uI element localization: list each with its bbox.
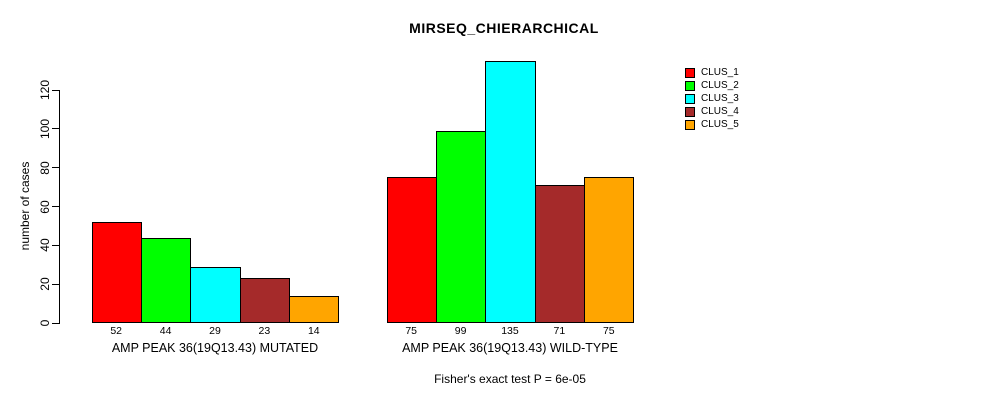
y-tick-label: 120 — [38, 79, 52, 101]
legend-row: CLUS_1 — [685, 67, 739, 80]
y-tick — [52, 244, 59, 246]
legend-label: CLUS_4 — [701, 106, 739, 118]
bar-value-label: 75 — [405, 325, 418, 337]
bar-clus_4-group-2 — [534, 185, 586, 323]
legend-row: CLUS_3 — [685, 93, 739, 106]
chart-title: MIRSEQ_CHIERARCHICAL — [409, 20, 599, 36]
legend-label: CLUS_1 — [701, 67, 739, 79]
y-tick — [52, 167, 59, 169]
bar-value-label: 44 — [159, 325, 172, 337]
footnote: Fisher's exact test P = 6e-05 — [434, 372, 586, 386]
legend-swatch-clus_4 — [685, 107, 695, 118]
bar-clus_5-group-2 — [584, 177, 635, 323]
bar-clus_3-group-2 — [485, 60, 536, 323]
y-tick-label: 0 — [38, 319, 52, 327]
bar-clus_5-group-1 — [289, 295, 340, 323]
bar-value-label: 71 — [553, 325, 566, 337]
y-tick — [52, 322, 59, 324]
bar-clus_2-group-2 — [435, 130, 487, 323]
bar-value-label: 99 — [454, 325, 467, 337]
legend-row: CLUS_4 — [685, 106, 739, 119]
bar-clus_2-group-1 — [140, 237, 192, 323]
y-tick — [52, 89, 59, 91]
y-tick-label: 80 — [38, 160, 52, 175]
bar-clus_1-group-2 — [386, 177, 437, 323]
bar-value-label: 52 — [110, 325, 123, 337]
y-tick — [52, 283, 59, 285]
bar-value-label: 29 — [209, 325, 221, 337]
y-tick — [52, 128, 59, 130]
y-tick-label: 100 — [38, 118, 52, 139]
bar-value-label: 135 — [501, 325, 519, 337]
bar-clus_3-group-1 — [190, 266, 241, 323]
legend-label: CLUS_3 — [701, 93, 739, 105]
legend-swatch-clus_1 — [685, 68, 695, 79]
bar-clus_4-group-1 — [239, 278, 291, 323]
bar-value-label: 23 — [258, 325, 271, 337]
legend-row: CLUS_5 — [685, 119, 739, 132]
y-tick-label: 20 — [38, 277, 52, 291]
legend-label: CLUS_2 — [701, 80, 739, 92]
group-axis-label: AMP PEAK 36(19Q13.43) MUTATED — [111, 341, 319, 355]
y-axis-line — [59, 90, 60, 324]
y-tick — [52, 206, 59, 207]
y-tick-label: 40 — [38, 238, 52, 253]
legend-label: CLUS_5 — [701, 119, 739, 130]
legend-swatch-clus_5 — [685, 120, 695, 130]
legend-row: CLUS_2 — [685, 80, 739, 93]
y-tick-label: 60 — [38, 199, 52, 214]
group-axis-label: AMP PEAK 36(19Q13.43) WILD-TYPE — [402, 341, 618, 355]
bar-value-label: 75 — [602, 325, 615, 337]
legend-swatch-clus_3 — [685, 94, 695, 105]
bar-clus_1-group-1 — [91, 222, 142, 323]
legend-swatch-clus_2 — [685, 81, 695, 92]
bar-value-label: 14 — [307, 325, 320, 337]
legend: CLUS_1 CLUS_2 CLUS_3 CLUS_4 CLUS_5 — [685, 67, 739, 131]
